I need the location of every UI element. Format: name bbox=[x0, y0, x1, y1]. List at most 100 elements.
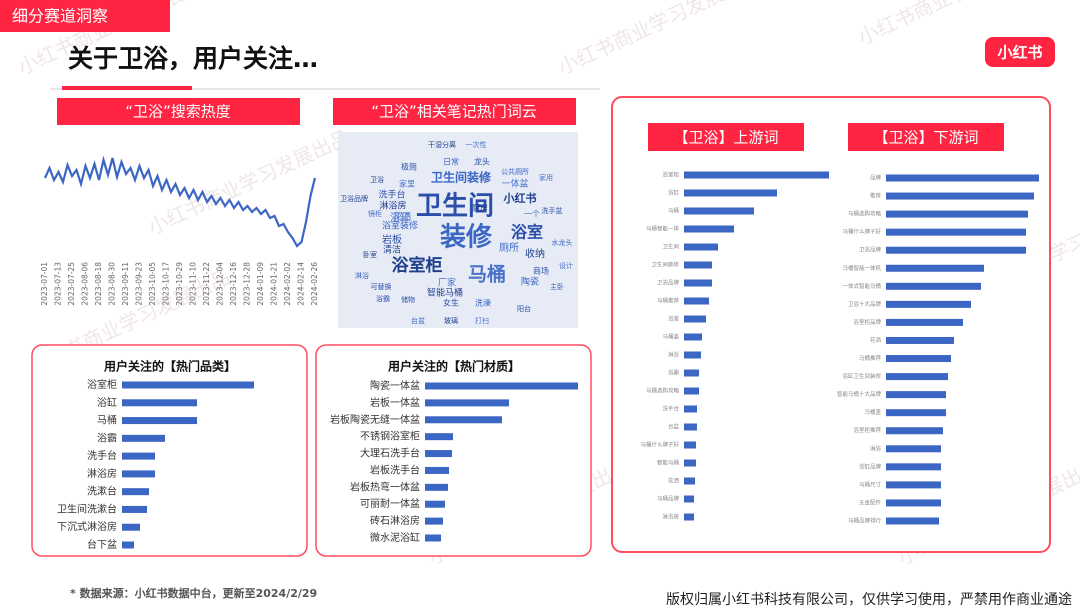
bar bbox=[684, 405, 697, 413]
word-cloud-bg bbox=[338, 132, 578, 328]
y-tick-label: 卫浴十大品牌 bbox=[848, 300, 882, 308]
panel-title-bg bbox=[57, 98, 300, 125]
slide-title: 关于卫浴，用户关注… bbox=[68, 44, 318, 73]
bar bbox=[684, 333, 702, 341]
cloud-word: 淋浴 bbox=[355, 271, 369, 280]
y-tick-label: 智能马桶十大品牌 bbox=[837, 390, 882, 398]
cloud-word: 岩板 bbox=[382, 233, 402, 246]
y-tick-label: 马桶智能一体机 bbox=[842, 264, 881, 272]
bar bbox=[684, 189, 777, 197]
y-tick-label: 淋浴 bbox=[870, 444, 882, 452]
bar bbox=[122, 488, 149, 496]
bar bbox=[684, 459, 696, 467]
bar bbox=[886, 282, 981, 290]
bar bbox=[425, 382, 578, 390]
y-tick-label: 浴室柜推荐 bbox=[853, 426, 881, 434]
cloud-word: 干湿分离 bbox=[428, 140, 456, 149]
y-tick-label: 微水泥浴缸 bbox=[370, 531, 420, 544]
cloud-word: 洗手盆 bbox=[542, 206, 563, 215]
y-tick-label: 马桶品牌 bbox=[657, 495, 680, 503]
line bbox=[43, 155, 317, 248]
x-tick-label: 2023-10-17 bbox=[162, 262, 171, 306]
x-tick-label: 2023-09-11 bbox=[121, 262, 130, 306]
cloud-word: 浴缸 bbox=[390, 211, 410, 224]
bar bbox=[684, 297, 709, 305]
y-tick-label: 洗漱台 bbox=[87, 485, 117, 498]
panel-title: 【卫浴】下游词 bbox=[873, 129, 978, 147]
bar bbox=[684, 225, 734, 233]
bar bbox=[122, 505, 147, 513]
bar bbox=[684, 279, 712, 287]
bar bbox=[425, 450, 452, 458]
title-accent bbox=[62, 86, 192, 90]
y-tick-label: 卫浴品牌 bbox=[657, 279, 680, 287]
y-tick-label: 五金配件 bbox=[859, 498, 882, 506]
cloud-word: 马桶 bbox=[468, 263, 506, 286]
y-tick-label: 马桶选购攻略 bbox=[848, 210, 882, 218]
y-tick-label: 浴缸品牌 bbox=[859, 462, 882, 470]
bar bbox=[886, 192, 1034, 200]
cloud-word: 收纳 bbox=[525, 247, 545, 260]
cloud-word: 极简 bbox=[401, 162, 417, 172]
cloud-word: 装修 bbox=[440, 222, 493, 253]
x-tick-label: 2023-07-13 bbox=[54, 262, 63, 306]
x-tick-label: 2023-11-22 bbox=[202, 262, 211, 306]
bar bbox=[886, 318, 963, 326]
cloud-word: 厂家 bbox=[438, 277, 456, 289]
bar bbox=[886, 409, 946, 417]
y-tick-label: 岩板一体盆 bbox=[370, 396, 420, 409]
x-tick-label: 2023-10-29 bbox=[175, 262, 184, 306]
bar bbox=[886, 373, 948, 381]
bar bbox=[886, 517, 939, 525]
y-tick-label: 洗手台 bbox=[87, 449, 117, 462]
bar bbox=[684, 423, 697, 431]
cloud-word: 阳台 bbox=[517, 304, 531, 313]
bar bbox=[886, 445, 941, 453]
watermark: 小红书商业学习发展出品 bbox=[554, 0, 764, 80]
bar bbox=[684, 243, 718, 251]
source: * 数据来源：小红书数据中台，更新至2024/2/29 bbox=[70, 586, 317, 600]
y-tick-label: 可丽耐一体盆 bbox=[360, 497, 420, 510]
cloud-word: 日常 bbox=[443, 158, 459, 167]
logo: 小红书 bbox=[997, 44, 1042, 62]
y-tick-label: 淋浴房 bbox=[662, 513, 679, 521]
y-tick-label: 马桶 bbox=[97, 414, 117, 427]
panel-title-bg bbox=[848, 123, 1004, 151]
y-tick-label: 浴缸 bbox=[668, 189, 680, 197]
cloud-word: 厨房 bbox=[472, 203, 488, 213]
y-tick-label: 马桶盖 bbox=[662, 333, 679, 341]
bar bbox=[886, 264, 984, 272]
x-tick-label: 2023-09-23 bbox=[135, 262, 144, 306]
x-tick-label: 2024-02-26 bbox=[310, 262, 319, 306]
y-tick-label: 卫生间装修 bbox=[651, 261, 679, 269]
bar bbox=[684, 171, 829, 179]
cloud-word: 可替换 bbox=[371, 282, 392, 291]
y-tick-label: 花洒 bbox=[668, 477, 680, 485]
panel-title-bg bbox=[333, 98, 576, 125]
cloud-word: 卫生间装修 bbox=[431, 170, 492, 185]
cloud-word: 家里 bbox=[399, 179, 415, 189]
x-tick-label: 2023-08-06 bbox=[81, 262, 90, 306]
y-tick-label: 不锈钢浴室柜 bbox=[360, 430, 420, 443]
bar bbox=[425, 416, 502, 424]
bar bbox=[425, 483, 448, 491]
bar bbox=[122, 417, 197, 425]
cloud-word: 淋浴房 bbox=[379, 200, 406, 212]
cloud-word: 龙头 bbox=[474, 157, 490, 167]
y-tick-label: 大理石洗手台 bbox=[360, 447, 420, 460]
cloud-word: 智能马桶 bbox=[427, 287, 463, 299]
bar bbox=[122, 523, 140, 531]
y-tick-label: 岩板陶瓷无缝一体盆 bbox=[330, 413, 420, 426]
y-tick-label: 智能马桶 bbox=[657, 459, 680, 467]
bar bbox=[122, 541, 134, 549]
bar bbox=[684, 477, 695, 485]
bar bbox=[425, 466, 449, 474]
x-tick-label: 2023-07-25 bbox=[67, 262, 76, 306]
y-tick-label: 浴缸 bbox=[97, 396, 117, 409]
cloud-word: 玻璃 bbox=[444, 316, 458, 325]
bar bbox=[684, 441, 696, 449]
logo-bg bbox=[985, 37, 1055, 67]
y-tick-label: 一体式智能马桶 bbox=[842, 282, 881, 290]
